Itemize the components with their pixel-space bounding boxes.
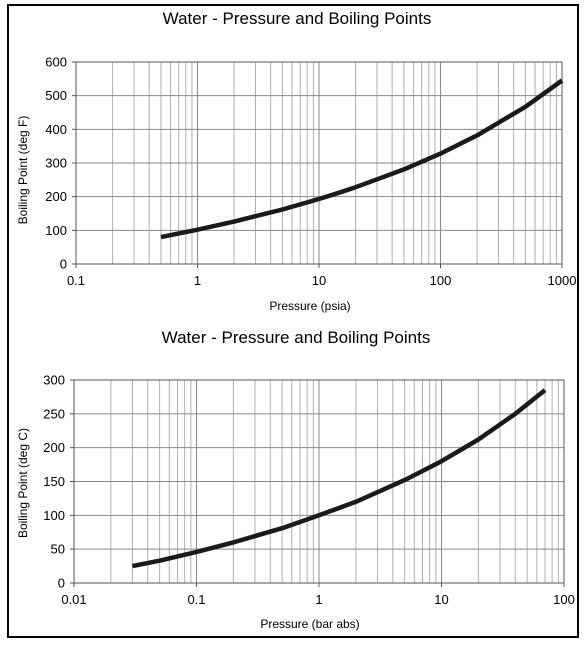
chart-2-xtick-label: 0.1: [187, 592, 205, 607]
chart-1-ytick-label: 400: [45, 122, 67, 137]
chart-2-xtick-label: 1: [315, 592, 322, 607]
chart-1-ytick-label: 0: [60, 257, 67, 272]
chart-1-xtick-label: 0.1: [67, 273, 85, 288]
chart-2-series-line: [131, 388, 547, 569]
chart-2-ytick-label: 0: [58, 576, 65, 591]
chart-2-ytick-label: 200: [43, 440, 65, 455]
chart-1-xlabel: Pressure (psia): [269, 299, 350, 313]
chart-2-ytick-label: 250: [43, 406, 65, 421]
chart-1-xtick-label: 1: [194, 273, 201, 288]
figure-frame: [7, 4, 579, 638]
chart-1-xtick-label: 1000: [548, 273, 577, 288]
chart-1-ylabel: Boiling Point (deg F): [16, 116, 30, 225]
chart-2-title: Water - Pressure and Boiling Points: [162, 328, 431, 347]
chart-1-ytick-label: 600: [45, 55, 67, 70]
chart-1-xtick-label: 10: [312, 273, 326, 288]
chart-1-series-line: [160, 78, 564, 240]
chart-1-xtick-label: 100: [430, 273, 452, 288]
chart-1-ytick-label: 300: [45, 156, 67, 171]
chart-1-ytick-label: 100: [45, 223, 67, 238]
chart-2-xtick-label: 10: [434, 592, 448, 607]
chart-2-ytick-label: 50: [51, 542, 65, 557]
chart-2-ylabel: Boiling Point (deg C): [16, 428, 30, 538]
chart-2-xtick-label: 100: [553, 592, 575, 607]
chart-2-ytick-label: 100: [43, 508, 65, 523]
chart-2-ytick-label: 300: [43, 373, 65, 388]
chart-2-xlabel: Pressure (bar abs): [260, 617, 359, 631]
plot-layer: 0 100 200 300 400 500 600 0.1 1 10 100 1000 0 50 100 15…: [43, 55, 576, 608]
chart-2-xtick-label: 0.01: [61, 592, 86, 607]
chart-1-ytick-label: 500: [45, 88, 67, 103]
chart-1-title: Water - Pressure and Boiling Points: [163, 9, 432, 28]
chart-1-ytick-label: 200: [45, 189, 67, 204]
chart-2-ytick-label: 150: [43, 474, 65, 489]
